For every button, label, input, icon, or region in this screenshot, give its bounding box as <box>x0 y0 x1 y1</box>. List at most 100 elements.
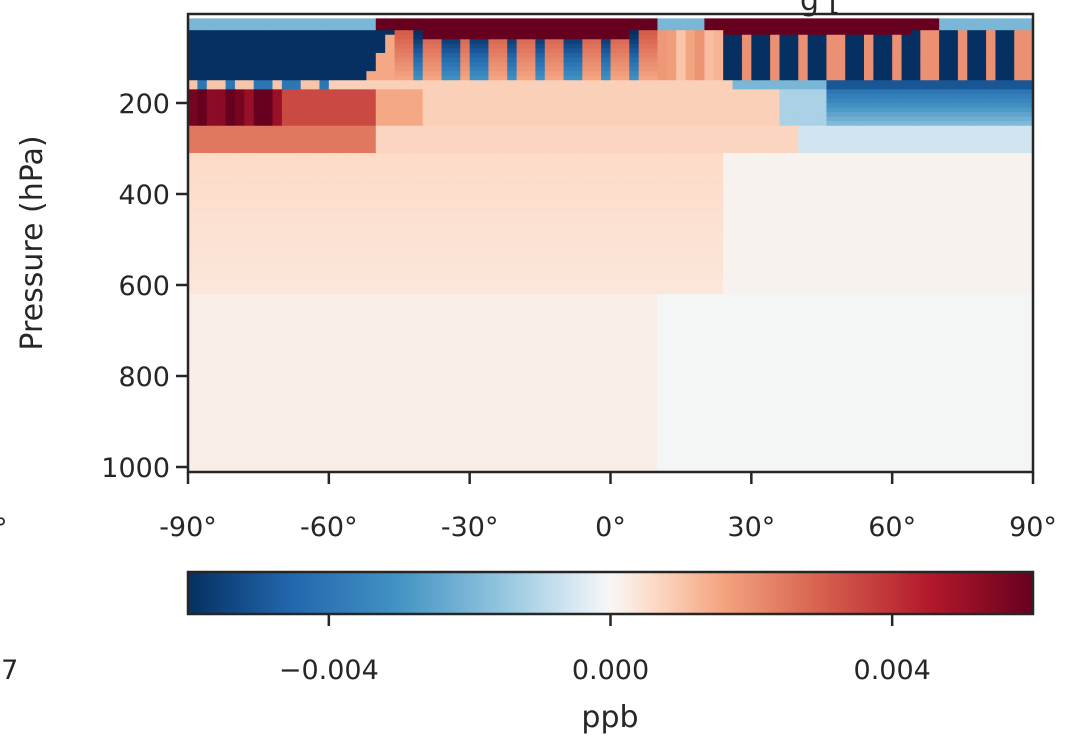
heatmap-cell <box>197 203 208 209</box>
heatmap-cell <box>695 239 705 245</box>
heatmap-cell <box>507 39 518 45</box>
heatmap-cell <box>770 75 781 81</box>
heatmap-cell <box>300 180 311 186</box>
heatmap-cell <box>638 48 649 54</box>
heatmap-cell <box>723 244 734 250</box>
heatmap-cell <box>206 175 217 181</box>
heatmap-cell <box>760 134 771 140</box>
heatmap-cell <box>751 153 762 159</box>
heatmap-cell <box>591 157 602 163</box>
heatmap-cell <box>835 194 846 200</box>
heatmap-cell <box>920 262 931 268</box>
heatmap-cell <box>572 112 583 118</box>
heatmap-cell <box>920 18 931 22</box>
heatmap-cell <box>986 25 997 31</box>
heatmap-cell <box>741 153 752 159</box>
heatmap-cell <box>666 239 677 245</box>
heatmap-cell <box>544 203 555 209</box>
heatmap-cell <box>394 52 405 59</box>
heatmap-cell <box>591 121 602 127</box>
heatmap-cell <box>479 80 490 86</box>
heatmap-cell <box>263 30 274 36</box>
heatmap-cell <box>986 184 997 191</box>
heatmap-cell <box>845 244 856 250</box>
heatmap-cell <box>188 248 198 254</box>
heatmap-cell <box>291 98 302 104</box>
heatmap-cell <box>770 143 781 150</box>
heatmap-cell <box>854 171 865 177</box>
heatmap-cell <box>253 244 264 250</box>
heatmap-cell <box>554 25 565 31</box>
heatmap-cell <box>901 121 912 127</box>
heatmap-cell <box>638 248 649 254</box>
heatmap-cell <box>319 207 330 213</box>
heatmap-cell <box>704 66 715 72</box>
heatmap-cell <box>798 25 809 31</box>
heatmap-cell <box>704 134 715 140</box>
heatmap-cell <box>798 175 809 181</box>
heatmap-cell <box>657 121 668 127</box>
heatmap-cell <box>657 230 668 236</box>
heatmap-cell <box>319 43 330 49</box>
heatmap-cell <box>272 134 283 140</box>
heatmap-cell <box>676 103 687 109</box>
heatmap-cell <box>695 30 705 36</box>
heatmap-cell <box>723 189 734 195</box>
heatmap-cell <box>413 157 424 163</box>
heatmap-cell <box>497 225 508 231</box>
heatmap-cell <box>957 207 968 213</box>
heatmap-cell <box>281 257 292 263</box>
heatmap-cell <box>779 180 790 186</box>
heatmap-cell <box>432 98 443 104</box>
heatmap-cell <box>544 43 555 49</box>
heatmap-cell <box>347 225 358 231</box>
heatmap-cell <box>582 84 593 90</box>
heatmap-cell <box>1004 216 1015 222</box>
heatmap-cell <box>873 239 884 245</box>
heatmap-cell <box>826 43 837 49</box>
heatmap-cell <box>929 139 940 145</box>
heatmap-cell <box>197 71 208 77</box>
heatmap-cell <box>244 80 255 86</box>
heatmap-cell <box>939 216 950 222</box>
heatmap-cell <box>695 175 705 181</box>
heatmap-cell <box>554 157 565 163</box>
heatmap-cell <box>563 66 574 72</box>
heatmap-cell <box>967 25 978 31</box>
heatmap-cell <box>882 139 893 145</box>
heatmap-cell <box>544 157 555 163</box>
heatmap-cell <box>497 148 508 154</box>
heatmap-cell <box>526 221 536 227</box>
heatmap-cell <box>582 89 593 95</box>
heatmap-cell <box>807 175 818 181</box>
heatmap-cell <box>976 125 987 131</box>
heatmap-cell <box>272 52 283 59</box>
heatmap-cell <box>1014 225 1025 231</box>
heatmap-cell <box>385 157 396 163</box>
heatmap-cell <box>385 143 396 150</box>
heatmap-cell <box>591 212 602 218</box>
heatmap-cell <box>479 107 490 113</box>
heatmap-cell <box>347 25 358 31</box>
heatmap-cell <box>197 21 208 27</box>
heatmap-cell <box>272 30 283 36</box>
heatmap-cell <box>328 39 339 45</box>
heatmap-cell <box>713 21 724 27</box>
heatmap-cell <box>497 71 508 77</box>
heatmap-cell <box>422 239 433 245</box>
heatmap-cell <box>826 230 837 236</box>
heatmap-cell <box>1023 89 1033 95</box>
heatmap-cell <box>967 189 978 195</box>
heatmap-cell <box>638 225 649 231</box>
heatmap-cell <box>469 39 480 45</box>
heatmap-cell <box>188 134 198 140</box>
heatmap-cell <box>488 166 499 172</box>
heatmap-cell <box>676 43 687 49</box>
heatmap-cell <box>497 134 508 140</box>
heatmap-cell <box>469 62 480 68</box>
heatmap-cell <box>582 116 593 122</box>
heatmap-cell <box>1023 198 1033 204</box>
heatmap-cell <box>601 52 612 59</box>
heatmap-cell <box>798 21 809 27</box>
heatmap-cell <box>526 189 536 195</box>
